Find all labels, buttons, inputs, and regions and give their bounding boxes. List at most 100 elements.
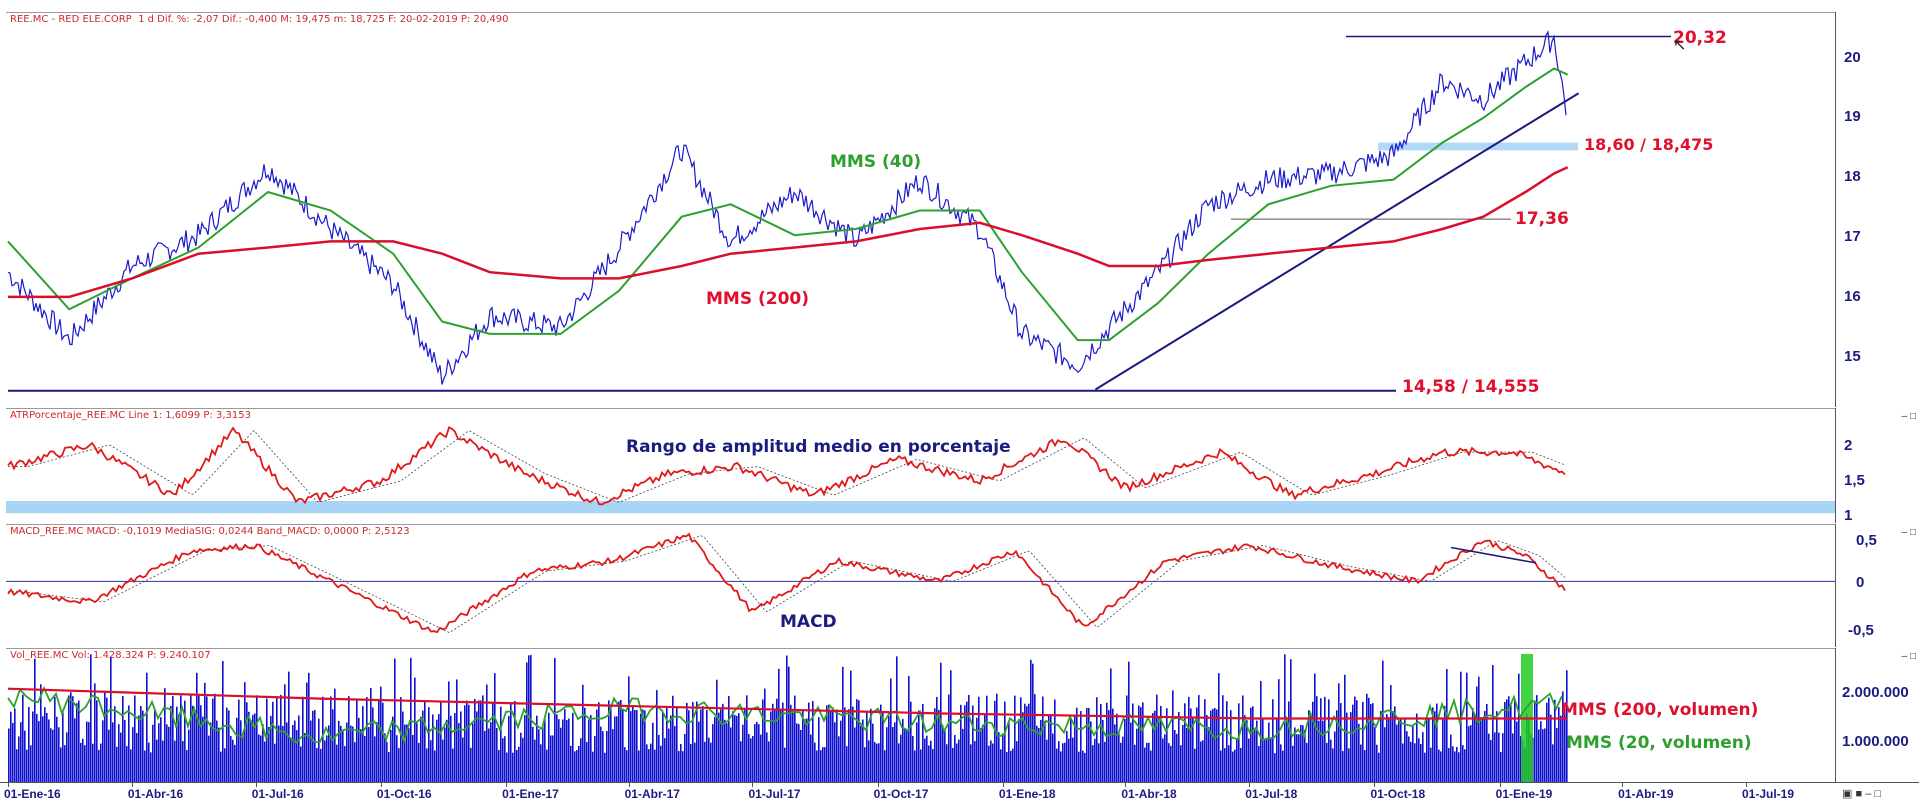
macd-chart[interactable] (6, 525, 1835, 648)
macd-panel[interactable]: MACD_REE.MC MACD: -0,1019 MediaSIG: 0,02… (6, 524, 1835, 649)
volume-bar (778, 668, 780, 783)
volume-bar (198, 694, 200, 783)
volume-bar (1480, 717, 1482, 783)
volume-bar (722, 703, 724, 783)
volume-bar (1536, 695, 1538, 783)
volume-bar (1160, 705, 1162, 783)
save-icon[interactable]: ■ (1855, 788, 1863, 800)
volume-bar (980, 728, 982, 783)
volume-bar (1176, 733, 1178, 783)
volume-bar (20, 722, 22, 783)
volume-bar (154, 709, 156, 783)
mms200-label: MMS (200) (706, 289, 810, 309)
volume-bar (1486, 703, 1488, 783)
volume-bar (138, 715, 140, 783)
volume-bar (80, 742, 82, 783)
volume-bar (358, 717, 360, 783)
expand-icon[interactable]: □ (1874, 788, 1882, 800)
volume-bar (42, 716, 44, 783)
volume-chart[interactable] (6, 649, 1835, 783)
volume-bar (434, 750, 436, 783)
volume-bar (910, 701, 912, 783)
volume-bar (484, 730, 486, 783)
volume-bar (364, 736, 366, 783)
volume-bar (1508, 696, 1510, 783)
volume-bar (924, 738, 926, 783)
volume-bar (1236, 738, 1238, 783)
volume-bar (88, 722, 90, 783)
volume-bar (1394, 706, 1396, 783)
volume-bar (956, 743, 958, 783)
panel-expand-icon[interactable]: – □ (1901, 527, 1916, 538)
volume-bar (726, 723, 728, 783)
volume-bar (1268, 722, 1270, 783)
volume-bar (870, 708, 872, 783)
atr-band (6, 501, 1835, 514)
volume-bar (478, 700, 480, 783)
volume-bar (786, 655, 788, 783)
atr-chart[interactable] (6, 409, 1835, 524)
volume-bar (694, 742, 696, 783)
volume-bar (414, 677, 416, 783)
volume-bar (120, 732, 122, 783)
volume-bar (934, 708, 936, 783)
volume-bar (932, 749, 934, 783)
volume-bar (428, 707, 430, 783)
volume-bar (1140, 707, 1142, 783)
volume-bar (1084, 752, 1086, 783)
volume-bar (560, 727, 562, 783)
volume-bar (456, 679, 458, 783)
price-panel[interactable]: REE.MC - RED ELE.CORP 1 d Dif. %: -2,07 … (6, 12, 1835, 409)
panel-expand-icon[interactable]: – □ (1901, 651, 1916, 662)
volume-bar (976, 717, 978, 783)
volume-bar (982, 724, 984, 783)
volume-bar (240, 720, 242, 783)
x-tick-label: 01-Oct-16 (376, 787, 432, 801)
volume-bar (276, 697, 278, 783)
volume-bar (520, 732, 522, 783)
volume-bar (1056, 748, 1058, 783)
volume-bar (944, 729, 946, 783)
macd-signal-series (8, 535, 1566, 633)
volume-bar (598, 702, 600, 783)
volume-bar (856, 699, 858, 783)
volume-bar (22, 694, 24, 783)
volume-bar (1004, 701, 1006, 783)
volume-bar (1516, 721, 1518, 783)
volume-bar (1254, 729, 1256, 783)
volume-bar (1222, 695, 1224, 783)
volume-bar (1162, 738, 1164, 783)
volume-bar (238, 699, 240, 783)
volume-panel[interactable]: Vol_REE.MC Vol: 1.428.324 P: 9.240.107 M… (6, 648, 1835, 784)
volume-bar (1300, 724, 1302, 783)
volume-bar (584, 707, 586, 783)
volume-bar (890, 678, 892, 783)
volume-bar (1326, 742, 1328, 783)
price-chart[interactable] (6, 13, 1835, 408)
zoom-icon[interactable]: ▣ (1842, 788, 1853, 800)
volume-bar (850, 670, 852, 783)
x-tick-mark (752, 782, 754, 787)
volume-bar (12, 722, 14, 783)
volume-bar (1496, 711, 1498, 783)
volume-bar (596, 709, 598, 783)
volume-bar (640, 713, 642, 783)
volume-bar (938, 709, 940, 783)
volume-bar (744, 708, 746, 783)
volume-bar (788, 666, 790, 783)
volume-bar (1340, 703, 1342, 783)
volume-bar (294, 720, 296, 783)
volume-bar (646, 744, 648, 783)
volume-bar (630, 711, 632, 783)
volume-bar (1382, 660, 1384, 783)
volume-bar (1538, 729, 1540, 783)
volume-bar (704, 741, 706, 783)
volume-bar (998, 732, 1000, 783)
minus-icon[interactable]: – (1865, 788, 1872, 800)
atr-panel[interactable]: ATRPorcentaje_REE.MC Line 1: 1,6099 P: 3… (6, 408, 1835, 525)
volume-bar (992, 743, 994, 783)
x-axis-buttons[interactable]: ▣ ■ – □ (1842, 787, 1881, 800)
volume-bar (676, 706, 678, 783)
panel-expand-icon[interactable]: – □ (1901, 411, 1916, 422)
volume-bar (674, 726, 676, 783)
